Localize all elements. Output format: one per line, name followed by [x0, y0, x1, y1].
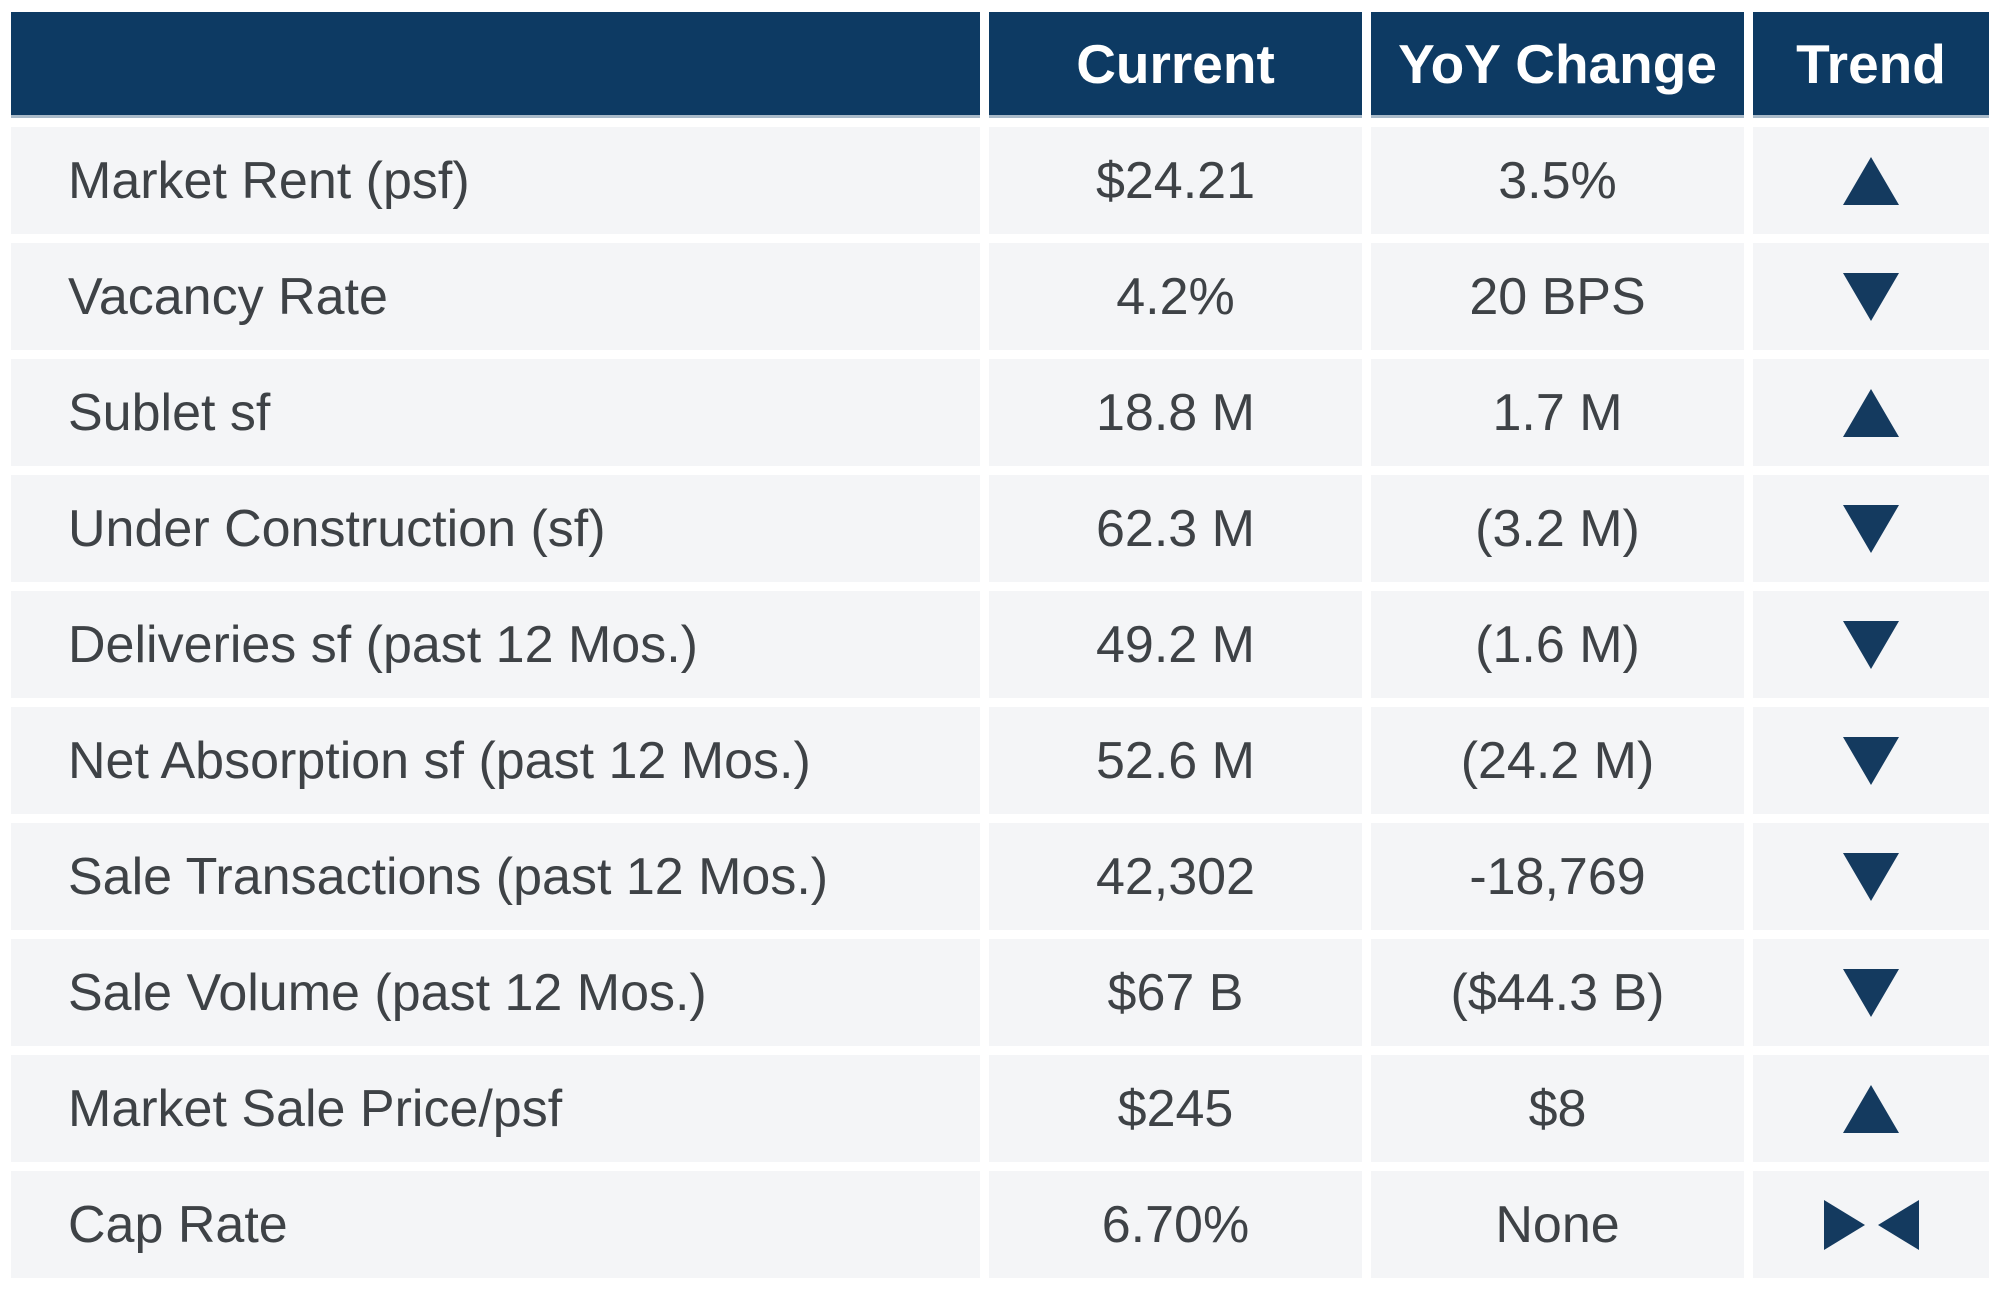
row-label: Cap Rate — [11, 1171, 980, 1278]
yoy-change-value: 3.5% — [1371, 127, 1744, 234]
trend-cell — [1753, 127, 1989, 234]
yoy-change-value: 1.7 M — [1371, 359, 1744, 466]
row-label: Net Absorption sf (past 12 Mos.) — [11, 707, 980, 814]
trend-cell — [1753, 939, 1989, 1046]
current-value: $24.21 — [989, 127, 1362, 234]
row-label: Under Construction (sf) — [11, 475, 980, 582]
trend-down-icon — [1843, 968, 1899, 1017]
yoy-change-value: 20 BPS — [1371, 243, 1744, 350]
row-label: Market Rent (psf) — [11, 127, 980, 234]
trend-down-icon — [1843, 272, 1899, 321]
yoy-change-value: (3.2 M) — [1371, 475, 1744, 582]
row-label: Sale Volume (past 12 Mos.) — [11, 939, 980, 1046]
trend-cell — [1753, 359, 1989, 466]
trend-cell — [1753, 823, 1989, 930]
trend-flat-right-triangle — [1823, 1199, 1865, 1250]
header-metric — [11, 12, 980, 118]
current-value: 42,302 — [989, 823, 1362, 930]
current-value: 52.6 M — [989, 707, 1362, 814]
yoy-change-value: None — [1371, 1171, 1744, 1278]
row-label: Sublet sf — [11, 359, 980, 466]
trend-down-icon — [1843, 736, 1899, 785]
trend-flat-icon — [1823, 1199, 1919, 1250]
row-label: Deliveries sf (past 12 Mos.) — [11, 591, 980, 698]
trend-cell — [1753, 243, 1989, 350]
trend-cell — [1753, 475, 1989, 582]
current-value: 6.70% — [989, 1171, 1362, 1278]
current-value: 62.3 M — [989, 475, 1362, 582]
header-trend: Trend — [1753, 12, 1989, 118]
yoy-change-value: -18,769 — [1371, 823, 1744, 930]
trend-up-icon — [1843, 156, 1899, 205]
trend-cell — [1753, 1171, 1989, 1278]
header-current: Current — [989, 12, 1362, 118]
trend-cell — [1753, 1055, 1989, 1162]
yoy-change-value: $8 — [1371, 1055, 1744, 1162]
trend-down-icon — [1843, 620, 1899, 669]
row-label: Sale Transactions (past 12 Mos.) — [11, 823, 980, 930]
current-value: $67 B — [989, 939, 1362, 1046]
header-yoy-change: YoY Change — [1371, 12, 1744, 118]
current-value: 4.2% — [989, 243, 1362, 350]
trend-up-icon — [1843, 388, 1899, 437]
yoy-change-value: ($44.3 B) — [1371, 939, 1744, 1046]
current-value: 49.2 M — [989, 591, 1362, 698]
yoy-change-value: (1.6 M) — [1371, 591, 1744, 698]
trend-down-icon — [1843, 504, 1899, 553]
row-label: Vacancy Rate — [11, 243, 980, 350]
trend-up-icon — [1843, 1084, 1899, 1133]
yoy-change-value: (24.2 M) — [1371, 707, 1744, 814]
trend-down-icon — [1843, 852, 1899, 901]
row-label: Market Sale Price/psf — [11, 1055, 980, 1162]
trend-flat-left-triangle — [1877, 1199, 1919, 1250]
current-value: $245 — [989, 1055, 1362, 1162]
trend-cell — [1753, 591, 1989, 698]
current-value: 18.8 M — [989, 359, 1362, 466]
trend-cell — [1753, 707, 1989, 814]
